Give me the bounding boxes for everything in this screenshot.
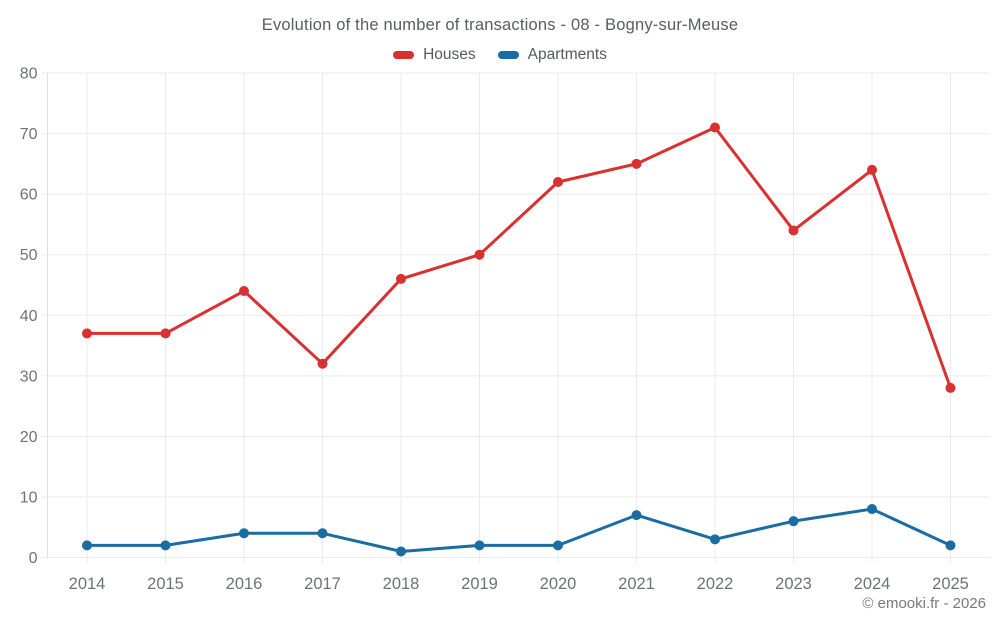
- x-axis-tick-label: 2019: [461, 575, 498, 593]
- y-axis-tick-label: 50: [20, 247, 38, 264]
- y-axis-tick-label: 30: [20, 368, 38, 385]
- data-point-houses-2017[interactable]: [317, 358, 328, 369]
- x-axis-tick-label: 2022: [697, 575, 734, 593]
- x-axis-tick-label: 2016: [226, 575, 263, 593]
- x-axis-tick-label: 2014: [69, 575, 106, 593]
- y-axis-tick-label: 70: [20, 126, 38, 143]
- x-axis-tick-label: 2023: [775, 575, 812, 593]
- data-point-apartments-2021[interactable]: [631, 510, 642, 521]
- data-point-apartments-2017[interactable]: [317, 528, 328, 539]
- data-point-houses-2015[interactable]: [160, 328, 171, 339]
- data-point-apartments-2014[interactable]: [82, 540, 92, 551]
- data-point-houses-2014[interactable]: [82, 328, 92, 339]
- legend: Houses Apartments: [0, 46, 1000, 64]
- x-axis-tick-label: 2015: [147, 575, 184, 593]
- series-line-houses: [85, 126, 952, 390]
- y-axis-tick-label: 10: [20, 489, 38, 506]
- chart-title: Evolution of the number of transactions …: [261, 16, 739, 34]
- data-point-apartments-2025[interactable]: [945, 540, 956, 551]
- x-axis-tick-label: 2020: [540, 575, 577, 593]
- data-point-apartments-2020[interactable]: [553, 540, 563, 551]
- data-point-houses-2019[interactable]: [474, 249, 485, 260]
- footer-credit: © emooki.fr - 2026: [862, 595, 986, 612]
- data-point-houses-2021[interactable]: [631, 158, 642, 169]
- data-point-houses-2016[interactable]: [239, 286, 249, 297]
- houses-legend-label: Houses: [423, 46, 476, 63]
- data-point-houses-2025[interactable]: [945, 382, 956, 393]
- apartments-legend-swatch-icon: [497, 51, 519, 59]
- data-point-houses-2022[interactable]: [710, 122, 720, 133]
- data-point-apartments-2016[interactable]: [239, 528, 249, 539]
- houses-legend-swatch-icon: [393, 51, 415, 59]
- y-axis-tick-label: 20: [20, 429, 38, 446]
- legend-item-apartments[interactable]: Apartments: [497, 46, 607, 64]
- data-point-houses-2023[interactable]: [788, 225, 799, 236]
- data-point-apartments-2024[interactable]: [867, 504, 877, 515]
- data-point-apartments-2022[interactable]: [710, 534, 720, 545]
- x-axis-tick-label: 2025: [932, 575, 969, 593]
- apartments-legend-label: Apartments: [527, 46, 607, 63]
- data-point-apartments-2018[interactable]: [396, 546, 406, 557]
- x-axis-tick-label: 2018: [383, 575, 420, 593]
- data-point-apartments-2019[interactable]: [474, 540, 485, 551]
- x-axis-tick-label: 2024: [854, 575, 891, 593]
- y-axis-tick-label: 0: [29, 550, 38, 567]
- x-axis-tick-label: 2021: [618, 575, 655, 593]
- data-point-houses-2018[interactable]: [396, 273, 406, 284]
- data-point-houses-2024[interactable]: [867, 164, 877, 175]
- legend-item-houses[interactable]: Houses: [393, 46, 476, 64]
- data-point-apartments-2015[interactable]: [160, 540, 171, 551]
- x-axis-tick-label: 2017: [304, 575, 341, 593]
- y-axis-tick-label: 60: [20, 187, 38, 204]
- series-line-apartments: [85, 507, 952, 553]
- y-axis-tick-label: 40: [20, 308, 38, 325]
- data-point-houses-2020[interactable]: [553, 177, 563, 188]
- data-point-apartments-2023[interactable]: [788, 516, 799, 527]
- y-axis-tick-label: 80: [20, 66, 38, 83]
